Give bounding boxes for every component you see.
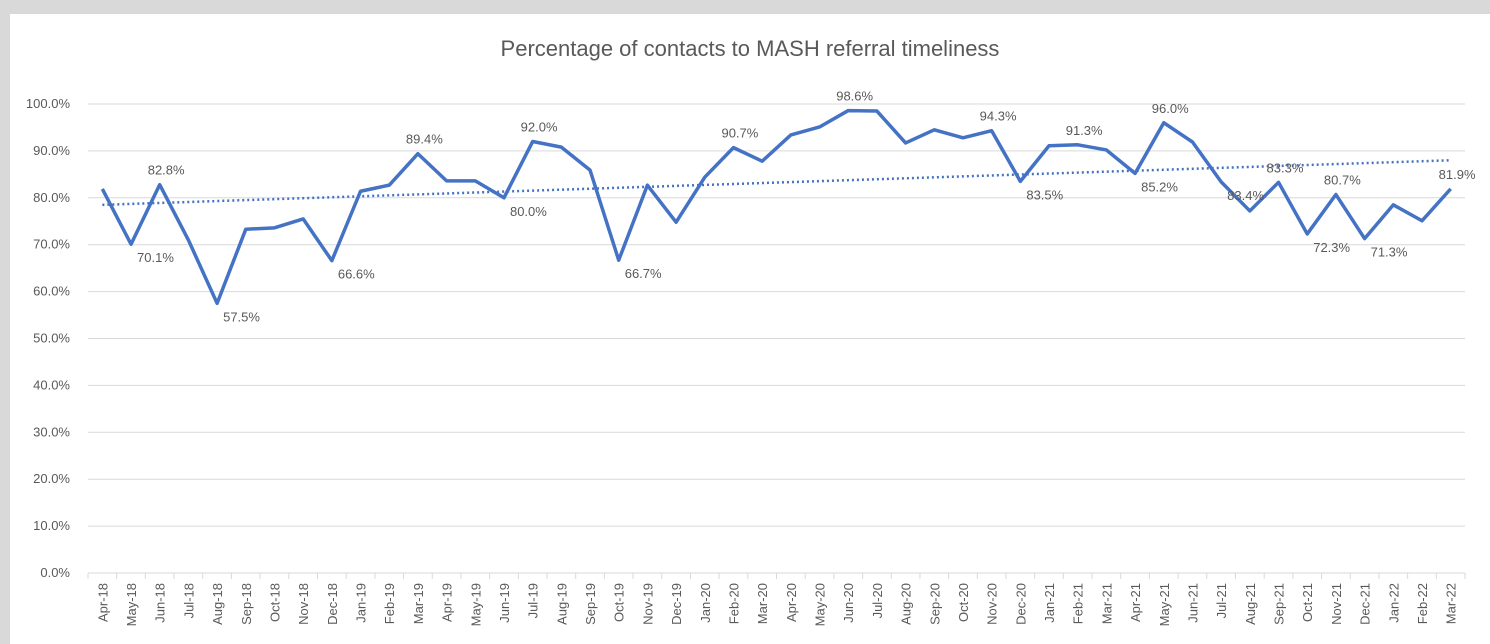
data-label: 83.3% [1267, 160, 1304, 175]
x-tick-label: Jun-21 [1185, 583, 1200, 623]
x-tick-label: Oct-21 [1300, 583, 1315, 622]
x-tick-label: May-21 [1157, 583, 1172, 626]
y-tick-label: 90.0% [33, 143, 70, 158]
x-tick-label: Oct-19 [612, 583, 627, 622]
data-label: 91.3% [1066, 123, 1103, 138]
data-label: 80.7% [1324, 173, 1361, 188]
x-tick-label: Apr-20 [784, 583, 799, 622]
x-tick-label: Jun-18 [153, 583, 168, 623]
y-tick-label: 50.0% [33, 331, 70, 346]
x-tick-label: Feb-19 [382, 583, 397, 624]
x-tick-label: Jul-20 [870, 583, 885, 618]
data-line [100, 108, 1452, 306]
x-tick-label: Dec-21 [1358, 583, 1373, 625]
data-label: 98.6% [836, 89, 873, 104]
x-tick-label: Nov-18 [296, 583, 311, 625]
x-tick-label: Dec-19 [669, 583, 684, 625]
x-tick-label: Aug-19 [554, 583, 569, 625]
data-label: 83.4% [1227, 188, 1264, 203]
x-tick-label: Jan-22 [1386, 583, 1401, 623]
x-tick-label: Feb-21 [1071, 583, 1086, 624]
x-tick-label: Aug-18 [210, 583, 225, 625]
y-tick-label: 0.0% [40, 565, 70, 580]
y-tick-label: 20.0% [33, 471, 70, 486]
x-tick-label: Sep-21 [1272, 583, 1287, 625]
x-tick-label: Apr-19 [440, 583, 455, 622]
data-label: 71.3% [1371, 245, 1408, 260]
x-tick-label: Nov-20 [985, 583, 1000, 625]
data-label: 96.0% [1152, 101, 1189, 116]
x-tick-label: Jun-20 [841, 583, 856, 623]
x-tick-label: May-19 [468, 583, 483, 626]
data-label: 66.7% [625, 266, 662, 281]
data-label: 80.0% [510, 204, 547, 219]
y-tick-label: 60.0% [33, 284, 70, 299]
x-tick-label: Feb-22 [1415, 583, 1430, 624]
x-tick-label: Jan-20 [698, 583, 713, 623]
x-tick-label: Sep-18 [239, 583, 254, 625]
data-label: 70.1% [137, 250, 174, 265]
x-tick-label: Jul-18 [181, 583, 196, 618]
data-label: 66.6% [338, 267, 375, 282]
x-tick-label: Jan-19 [354, 583, 369, 623]
x-tick-label: May-20 [813, 583, 828, 626]
x-tick-label: Dec-20 [1013, 583, 1028, 625]
x-tick-label: Apr-18 [95, 583, 110, 622]
x-tick-label: Aug-21 [1243, 583, 1258, 625]
x-tick-label: Oct-20 [956, 583, 971, 622]
y-tick-label: 80.0% [33, 190, 70, 205]
data-label: 89.4% [406, 132, 443, 147]
chart-panel [10, 14, 1490, 644]
x-tick-label: Feb-20 [726, 583, 741, 624]
x-tick-label: Jul-19 [526, 583, 541, 618]
x-tick-label: Jul-21 [1214, 583, 1229, 618]
data-label: 94.3% [980, 109, 1017, 124]
y-tick-label: 70.0% [33, 237, 70, 252]
y-tick-label: 100.0% [26, 96, 71, 111]
data-label: 90.7% [721, 126, 758, 141]
x-tick-label: Apr-21 [1128, 583, 1143, 622]
data-label: 72.3% [1313, 240, 1350, 255]
x-tick-label: Jan-21 [1042, 583, 1057, 623]
data-label: 85.2% [1141, 179, 1178, 194]
x-tick-label: Mar-22 [1444, 583, 1459, 624]
x-tick-label: Sep-20 [927, 583, 942, 625]
x-tick-label: Nov-19 [640, 583, 655, 625]
x-tick-label: Jun-19 [497, 583, 512, 623]
x-tick-label: Mar-19 [411, 583, 426, 624]
x-tick-label: Aug-20 [899, 583, 914, 625]
x-tick-label: Mar-21 [1099, 583, 1114, 624]
data-label: 83.5% [1026, 187, 1063, 202]
x-tick-label: Sep-19 [583, 583, 598, 625]
data-label: 82.8% [148, 163, 185, 178]
x-tick-label: Oct-18 [267, 583, 282, 622]
x-tick-label: Mar-20 [755, 583, 770, 624]
x-tick-label: May-18 [124, 583, 139, 626]
data-label: 57.5% [223, 309, 260, 324]
chart-title: Percentage of contacts to MASH referral … [501, 36, 1000, 61]
y-tick-label: 30.0% [33, 424, 70, 439]
y-tick-label: 40.0% [33, 377, 70, 392]
data-label: 81.9% [1439, 167, 1476, 182]
y-tick-label: 10.0% [33, 518, 70, 533]
x-tick-label: Dec-18 [325, 583, 340, 625]
x-tick-label: Nov-21 [1329, 583, 1344, 625]
data-label: 92.0% [521, 120, 558, 135]
